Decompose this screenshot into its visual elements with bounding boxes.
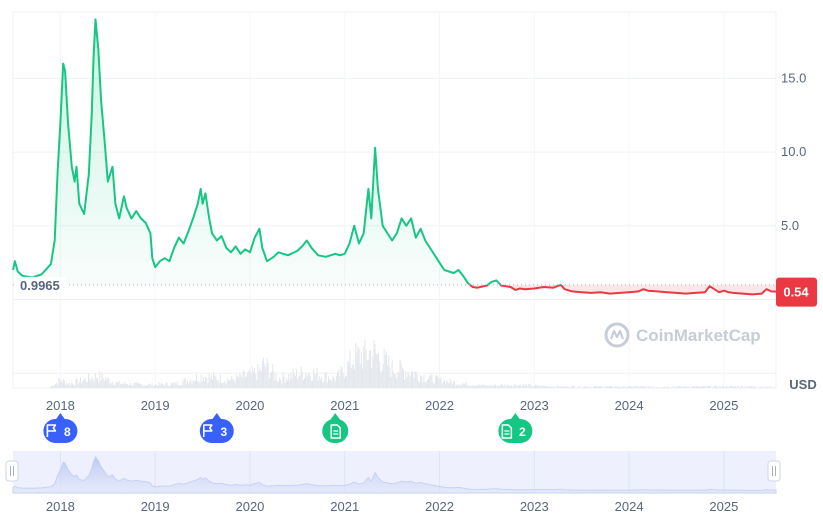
y-axis-ticks: 5.0 10.0 15.0: [781, 70, 806, 232]
flag-icon: [202, 424, 213, 437]
plot-frame: [12, 11, 777, 389]
navigator-right-handle[interactable]: [767, 460, 781, 482]
event-markers: 8 3 2: [43, 413, 533, 443]
document-icon: [330, 424, 342, 439]
volume-bars: [50, 340, 775, 388]
watermark: CoinMarketCap: [604, 322, 761, 348]
x-tick-label: 2023: [520, 398, 549, 413]
navigator-x-tick-label: 2021: [330, 499, 359, 514]
document-icon: [501, 424, 513, 439]
x-tick-label: 2025: [709, 398, 738, 413]
navigator-left-handle[interactable]: [5, 460, 19, 482]
price-line-below: [468, 284, 777, 296]
navigator-x-tick-label: 2024: [615, 499, 644, 514]
y-tick-label: 5.0: [781, 218, 799, 233]
event-count: 3: [220, 425, 227, 439]
range-navigator: 2018 2019 2020 2021 2022 2023 2024 2025: [5, 451, 781, 514]
reference-price-tag: 0.9965: [14, 276, 66, 293]
y-tick-label: 10.0: [781, 144, 806, 159]
price-line-above: [12, 18, 563, 285]
watermark-text: CoinMarketCap: [636, 326, 761, 345]
navigator-x-tick-label: 2022: [425, 499, 454, 514]
event-count: 2: [519, 425, 526, 439]
x-tick-label: 2020: [235, 398, 264, 413]
navigator-x-tick-label: 2018: [46, 499, 75, 514]
x-tick-label: 2018: [46, 398, 75, 413]
x-tick-label: 2019: [141, 398, 170, 413]
current-price-tag: 0.54: [776, 277, 817, 307]
event-news-marker[interactable]: [322, 413, 349, 443]
flag-icon: [46, 424, 57, 437]
navigator-x-tick-label: 2019: [141, 499, 170, 514]
x-tick-label: 2024: [615, 398, 644, 413]
navigator-x-tick-label: 2023: [520, 499, 549, 514]
currency-label: USD: [789, 377, 816, 392]
reference-price-label: 0.9965: [20, 278, 60, 293]
x-axis-ticks: 2018 2019 2020 2021 2022 2023 2024 2025: [46, 398, 738, 413]
navigator-x-tick-label: 2025: [709, 499, 738, 514]
event-news-marker[interactable]: 2: [498, 413, 533, 443]
navigator-area: [12, 455, 777, 494]
navigator-x-tick-label: 2020: [235, 499, 264, 514]
current-price-label: 0.54: [783, 285, 809, 300]
event-flag-marker[interactable]: 3: [199, 413, 234, 443]
x-tick-label: 2022: [425, 398, 454, 413]
x-tick-label: 2021: [330, 398, 359, 413]
price-area: [12, 18, 777, 296]
event-count: 8: [64, 425, 71, 439]
event-flag-marker[interactable]: 8: [43, 413, 78, 443]
area-above-reference: [13, 19, 776, 285]
navigator-x-ticks: 2018 2019 2020 2021 2022 2023 2024 2025: [46, 499, 738, 514]
coinmarketcap-logo-icon: [604, 322, 630, 348]
y-tick-label: 15.0: [781, 70, 806, 85]
